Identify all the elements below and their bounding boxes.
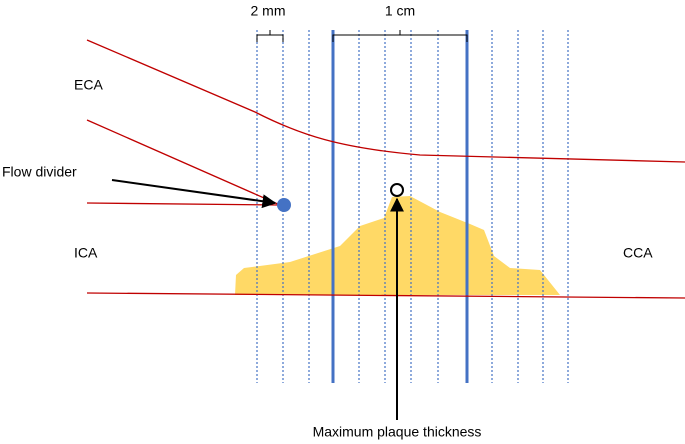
cca-label: CCA bbox=[623, 245, 653, 261]
flow-divider-label: Flow divider bbox=[2, 164, 77, 180]
flow-divider-dot bbox=[277, 198, 291, 212]
max-plaque-label: Maximum plaque thickness bbox=[313, 424, 482, 440]
max-plaque-marker bbox=[390, 183, 404, 197]
vessel-walls bbox=[86, 39, 685, 299]
flow-divider-arrow bbox=[111, 179, 277, 209]
bracket-large bbox=[332, 30, 468, 42]
eca-label: ECA bbox=[74, 77, 103, 93]
scale-large-label: 1 cm bbox=[385, 3, 415, 19]
grid-lines bbox=[256, 30, 569, 383]
ica-label: ICA bbox=[74, 245, 98, 261]
scale-small-label: 2 mm bbox=[251, 3, 286, 19]
bracket-small bbox=[256, 30, 284, 42]
